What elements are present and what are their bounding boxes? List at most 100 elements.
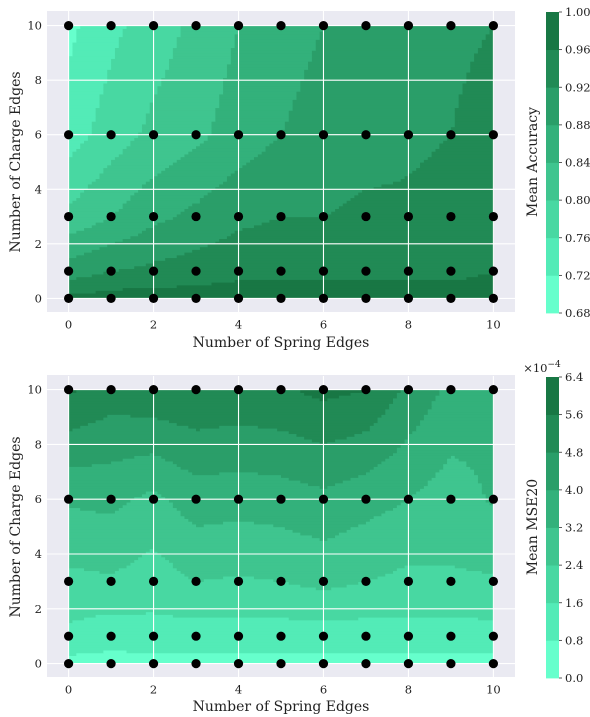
accuracy-contour-band xyxy=(76,31,124,35)
accuracy-contour-band xyxy=(157,85,224,89)
mse-data-point xyxy=(191,385,201,395)
accuracy-contour-band xyxy=(199,197,352,201)
accuracy-data-point xyxy=(446,266,456,276)
accuracy-contour-band xyxy=(350,197,494,201)
mse-contour-band xyxy=(439,392,494,396)
accuracy-contour-band xyxy=(292,101,460,106)
mse-contour-band xyxy=(172,504,398,509)
mse-contour-band xyxy=(311,395,340,399)
accuracy-contour-band xyxy=(176,213,328,218)
mse-data-point xyxy=(148,494,159,504)
mse-contour-band xyxy=(68,466,182,470)
accuracy-data-point xyxy=(276,130,286,140)
mse-data-point xyxy=(106,576,116,587)
accuracy-contour-band xyxy=(161,82,224,87)
accuracy-contour-band xyxy=(68,71,108,76)
accuracy-contour-band xyxy=(99,172,159,177)
accuracy-contour-band xyxy=(68,170,104,174)
mse-contour-band xyxy=(308,482,336,487)
mse-contour-band xyxy=(169,559,494,563)
accuracy-contour-band xyxy=(68,131,93,136)
mse-contour-band xyxy=(68,649,104,654)
accuracy-contour-band xyxy=(373,186,494,190)
accuracy-contour-band xyxy=(450,129,494,133)
accuracy-contour-band xyxy=(91,123,143,128)
accuracy-contour-band xyxy=(157,222,263,226)
accuracy-colorbar-tick-label: 0.68 xyxy=(565,306,590,320)
mse-contour-band xyxy=(385,510,494,514)
mse-contour-band xyxy=(327,397,394,402)
accuracy-contour-band xyxy=(450,131,494,136)
accuracy-contour-band xyxy=(68,123,93,128)
mse-contour-band xyxy=(427,411,494,415)
mse-contour-band xyxy=(141,554,162,558)
accuracy-colorbar-segment xyxy=(546,237,559,276)
accuracy-data-point xyxy=(233,21,244,31)
accuracy-contour-band xyxy=(454,115,494,119)
accuracy-data-point xyxy=(276,21,286,31)
accuracy-contour-band xyxy=(68,273,93,278)
accuracy-contour-band xyxy=(454,121,494,125)
mse-contour-band xyxy=(68,419,97,424)
mse-data-point xyxy=(446,659,456,669)
mse-colorbar-tick-label: 2.4 xyxy=(565,558,583,572)
accuracy-contour-band xyxy=(149,101,220,106)
mse-contour-band xyxy=(477,477,494,481)
mse-contour-band xyxy=(68,392,305,396)
mse-contour-band xyxy=(68,540,494,544)
mse-contour-band xyxy=(420,488,483,492)
accuracy-contour-band xyxy=(68,243,108,248)
accuracy-contour-band xyxy=(431,153,494,158)
accuracy-contour-band xyxy=(114,211,182,215)
accuracy-contour-band xyxy=(68,156,116,160)
accuracy-contour-band xyxy=(68,162,112,166)
mse-contour-band xyxy=(68,518,189,522)
accuracy-contour-band xyxy=(203,194,355,199)
mse-contour-band xyxy=(454,455,494,459)
accuracy-contour-band xyxy=(219,104,294,109)
accuracy-contour-band xyxy=(257,153,433,158)
accuracy-data-point xyxy=(233,266,244,276)
accuracy-contour-band xyxy=(68,230,77,234)
mse-contour-band xyxy=(435,395,494,399)
mse-data-point xyxy=(403,576,414,587)
accuracy-contour-band xyxy=(300,82,464,87)
mse-contour-band xyxy=(68,438,313,443)
accuracy-contour-band xyxy=(76,36,120,40)
accuracy-contour-band xyxy=(95,222,159,226)
accuracy-contour-band xyxy=(99,175,155,179)
mse-data-point xyxy=(191,659,201,669)
accuracy-contour-band xyxy=(99,93,155,98)
mse-contour-band xyxy=(385,573,494,577)
accuracy-contour-band xyxy=(68,33,77,38)
mse-contour-band xyxy=(161,554,494,558)
mse-contour-band xyxy=(138,556,166,561)
accuracy-data-point xyxy=(361,266,371,276)
accuracy-contour-band xyxy=(470,69,494,73)
accuracy-contour-band xyxy=(72,200,128,204)
accuracy-contour-band xyxy=(462,82,494,87)
mse-contour-band xyxy=(68,592,494,596)
accuracy-contour-band xyxy=(211,123,286,128)
mse-contour-band xyxy=(350,392,398,396)
mse-contour-band xyxy=(68,444,402,448)
mse-contour-band xyxy=(377,417,425,421)
accuracy-contour-band xyxy=(103,91,159,95)
mse-contour-band xyxy=(103,417,159,421)
accuracy-contour-band xyxy=(68,77,108,81)
mse-contour-band xyxy=(443,466,471,470)
accuracy-contour-band xyxy=(122,238,220,242)
accuracy-contour-band xyxy=(111,213,178,218)
accuracy-data-point xyxy=(361,130,371,140)
accuracy-contour-band xyxy=(91,181,147,185)
accuracy-data-point xyxy=(106,293,116,303)
accuracy-contour-band xyxy=(68,82,104,87)
accuracy-contour-band xyxy=(145,262,494,267)
mse-contour-band xyxy=(68,551,147,555)
mse-contour-band xyxy=(68,474,282,478)
accuracy-contour-band xyxy=(68,181,93,185)
mse-contour-band xyxy=(68,581,290,585)
accuracy-data-point xyxy=(488,211,498,222)
accuracy-contour-band xyxy=(427,156,494,160)
accuracy-colorbar-segment xyxy=(546,275,559,314)
